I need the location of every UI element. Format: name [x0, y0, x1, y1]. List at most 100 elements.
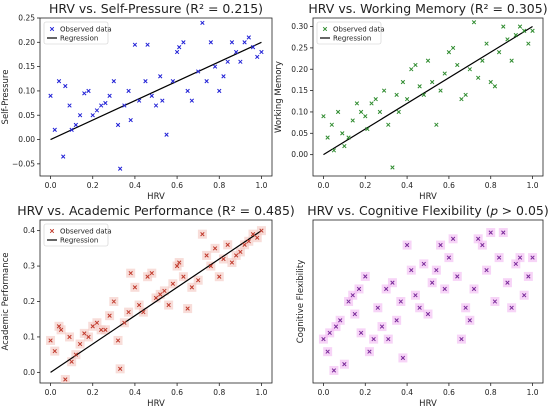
y-tick-label: 0.05 — [291, 129, 308, 138]
data-point — [185, 88, 190, 94]
data-point — [321, 114, 326, 119]
data-point — [492, 84, 498, 89]
data-point — [522, 28, 527, 33]
data-point — [404, 96, 410, 102]
data-point — [149, 93, 154, 98]
regression-line — [50, 230, 262, 373]
data-point — [185, 306, 190, 311]
data-point — [492, 299, 498, 304]
legend-observed-label: Observed data — [60, 228, 112, 236]
data-point — [358, 109, 364, 115]
data-point — [325, 135, 330, 140]
data-point — [208, 40, 213, 45]
data-point — [409, 67, 414, 72]
x-tick-label: 1.0 — [255, 181, 267, 190]
y-tick-label: 0.15 — [18, 62, 35, 71]
data-point — [400, 79, 406, 85]
x-tick-label: 0.4 — [129, 181, 141, 190]
data-point — [363, 114, 368, 119]
data-point — [522, 293, 527, 298]
data-point — [136, 302, 142, 308]
data-point — [48, 338, 53, 343]
x-tick-label: 0.2 — [359, 181, 371, 190]
data-point — [82, 331, 87, 336]
regression-line — [50, 41, 262, 141]
data-point — [501, 24, 506, 29]
data-point — [166, 302, 171, 308]
data-point — [430, 280, 435, 285]
data-point — [103, 100, 108, 106]
data-point — [367, 349, 372, 354]
y-tick-label: 0.25 — [18, 14, 35, 23]
data-point — [86, 334, 91, 340]
x-tick-label: 0.4 — [401, 181, 413, 190]
data-point — [242, 40, 247, 45]
data-point — [371, 336, 376, 342]
legend-marker — [322, 26, 328, 32]
data-point — [94, 108, 100, 113]
y-axis-label: Cognitive Flexibility — [296, 260, 306, 344]
x-tick-label: 0.4 — [401, 388, 413, 397]
data-layer — [321, 20, 535, 170]
data-point — [425, 311, 431, 317]
x-tick-label: 0.2 — [359, 388, 371, 397]
data-point — [117, 366, 123, 371]
data-point — [126, 88, 131, 94]
chart-panel-3: HRV vs. Academic Performance (R² = 0.485… — [1, 203, 295, 408]
data-point — [505, 280, 510, 285]
data-point — [111, 79, 116, 84]
legend-regression-label: Regression — [60, 35, 98, 43]
data-point — [141, 309, 146, 315]
data-point — [496, 50, 502, 55]
y-tick-label: 0.25 — [291, 43, 308, 52]
data-point — [208, 263, 213, 269]
data-point — [390, 280, 395, 285]
data-point — [526, 274, 531, 279]
data-point — [259, 228, 264, 233]
data-point — [386, 122, 391, 127]
data-point — [488, 230, 493, 235]
data-point — [526, 41, 531, 46]
chart-title: HRV vs. Self-Pressure (R² = 0.215) — [49, 1, 263, 16]
data-point — [99, 327, 104, 333]
data-point — [145, 274, 150, 279]
data-point — [200, 232, 205, 237]
data-point — [365, 126, 370, 132]
x-tick-label: 0.8 — [213, 388, 225, 397]
data-point — [467, 67, 472, 72]
data-point — [335, 109, 341, 115]
data-point — [149, 270, 154, 276]
data-point — [259, 49, 264, 55]
x-axis-label: HRV — [147, 399, 165, 408]
data-point — [377, 109, 383, 115]
data-point — [484, 41, 489, 46]
y-tick-label: 0.20 — [291, 65, 308, 74]
data-point — [90, 324, 95, 329]
regression-line — [323, 26, 533, 156]
y-tick-label: 0.3 — [23, 262, 35, 271]
data-layer — [48, 20, 264, 171]
chart-title: HRV vs. Cognitive Flexibility (𝑝 > 0.05) — [307, 203, 549, 218]
data-point — [331, 368, 337, 373]
data-point — [63, 377, 68, 382]
data-point — [181, 40, 186, 45]
data-point — [174, 263, 180, 269]
data-point — [132, 42, 138, 47]
data-point — [56, 324, 62, 329]
data-point — [170, 281, 176, 286]
data-point — [58, 327, 64, 333]
x-tick-label: 0.6 — [443, 181, 455, 190]
data-point — [455, 62, 460, 68]
data-point — [325, 349, 330, 354]
data-point — [394, 92, 399, 98]
x-tick-label: 0.8 — [485, 388, 497, 397]
data-point — [238, 249, 243, 255]
data-point — [145, 42, 150, 47]
data-point — [103, 327, 108, 333]
data-point — [471, 286, 477, 292]
data-point — [48, 93, 53, 98]
data-point — [250, 232, 256, 237]
data-point — [189, 98, 195, 103]
chart-panel-2: HRV vs. Working Memory (R² = 0.305) 0.0 0.… — [274, 1, 548, 202]
data-point — [501, 230, 506, 235]
